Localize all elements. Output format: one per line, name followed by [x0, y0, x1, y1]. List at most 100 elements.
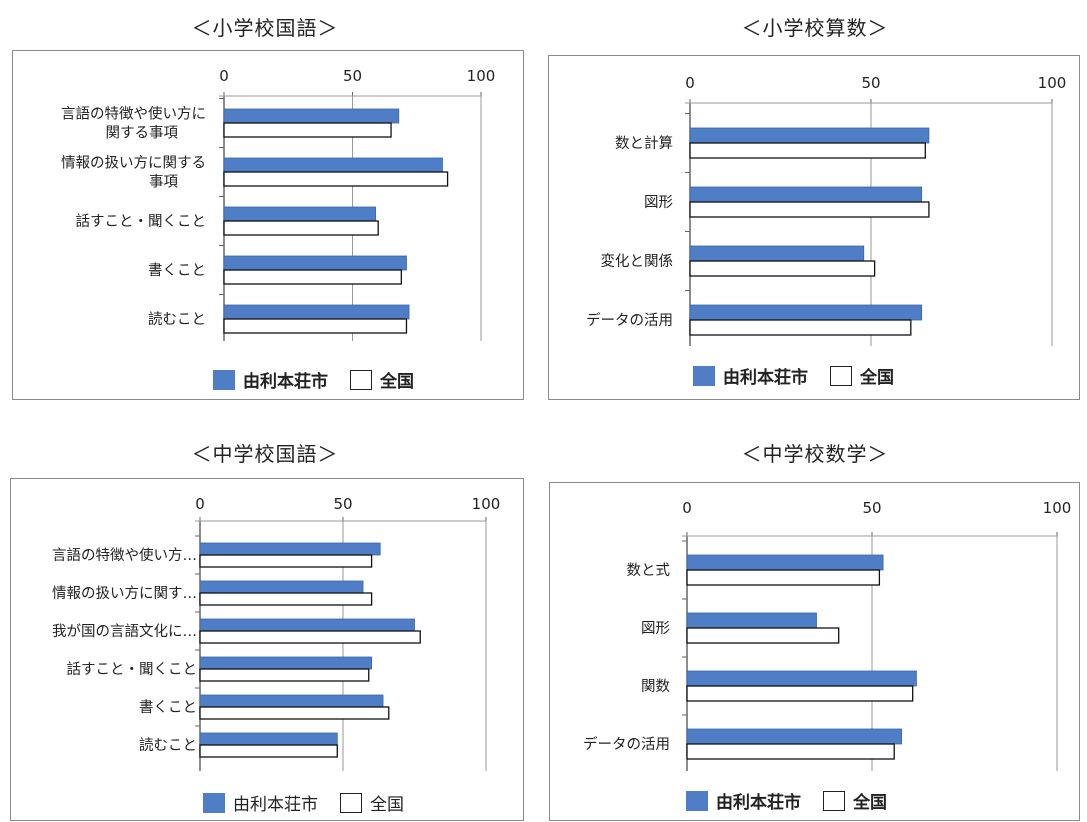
x-tick-label: 100 [472, 495, 501, 513]
x-tick-label: 100 [1038, 74, 1067, 92]
bar-national [689, 260, 876, 277]
bar-national [199, 706, 390, 720]
bar-city [686, 728, 903, 745]
category-label: 言語の特徴や使い方… [52, 547, 197, 564]
bar-city [689, 245, 865, 262]
category-label: 情報の扱い方に関する [61, 155, 206, 172]
category-label: 数と式 [627, 562, 671, 579]
legend: 由利本荘市 全国 [213, 367, 436, 392]
chart-panel-elementary-japanese: 0 50 100 言語の特徴や使い方に関する事項情報の扱い方に関する事項話すこと・聞く… [12, 50, 524, 400]
legend-swatch-national [350, 369, 372, 390]
legend-label-city: 由利本荘市 [716, 793, 801, 813]
bar-city [223, 206, 377, 222]
x-tick-label: 0 [685, 74, 695, 92]
legend-swatch-city [693, 365, 715, 386]
category-label: 話すこと・聞くこと [76, 213, 207, 230]
bar-city [689, 186, 923, 203]
bar-city [199, 542, 381, 556]
chart-panel-elementary-math: 0 50 100 数と計算 図形 変化と関係 データの活用 由利本荘市 全国 [548, 55, 1080, 400]
chart-title-junior-japanese: ＜中学校国語＞ [191, 442, 339, 466]
bar-national [223, 122, 392, 138]
bar-city [686, 670, 917, 687]
category-label: 事項 [149, 174, 178, 191]
category-label: 言語の特徴や使い方に [61, 106, 206, 123]
bar-city [199, 656, 373, 670]
bar-national [199, 668, 370, 682]
category-label: 関数 [641, 678, 670, 695]
bar-city [223, 157, 443, 173]
legend-swatch-national [830, 365, 852, 386]
bar-chart-elementary-japanese: 0 50 100 言語の特徴や使い方に関する事項情報の扱い方に関する事項話すこと・聞く… [61, 67, 496, 341]
x-tick-label: 50 [333, 495, 352, 513]
x-tick-label: 100 [467, 67, 496, 85]
bar-national [686, 743, 895, 760]
x-tick-label: 0 [682, 499, 692, 517]
legend: 由利本荘市 全国 [686, 788, 909, 813]
legend-swatch-city [203, 792, 225, 813]
x-tick-label: 0 [219, 67, 229, 85]
legend-label-national: 全国 [853, 793, 887, 813]
legend-swatch-national [823, 790, 845, 811]
bar-national [223, 171, 449, 187]
category-label: 変化と関係 [601, 253, 674, 270]
bar-national [223, 318, 408, 334]
legend-label-national: 全国 [370, 795, 404, 815]
category-label: 読むこと [139, 737, 197, 754]
category-label: 書くこと [148, 262, 206, 279]
bar-national [223, 220, 379, 236]
chart-panel-junior-math: 0 50 100 数と式図形関数データの活用 由利本荘市 全国 [549, 482, 1080, 821]
bar-city [223, 255, 407, 271]
bar-chart-junior-japanese: 0 50 100 言語の特徴や使い方… 情報の扱い方に関す… 我が国の言語文化に… 話すこと… [52, 495, 501, 771]
legend-label-city: 由利本荘市 [233, 795, 318, 815]
category-label: 書くこと [139, 699, 197, 716]
bar-national [199, 744, 338, 758]
legend-swatch-city [686, 790, 708, 811]
legend-label-city: 由利本荘市 [243, 372, 328, 392]
bar-city [199, 694, 384, 708]
legend-swatch-city [213, 369, 235, 390]
bar-city [689, 127, 930, 144]
bar-city [199, 580, 364, 594]
bar-national [686, 685, 914, 702]
bar-national [199, 554, 373, 568]
legend-swatch-national [340, 792, 362, 813]
bar-national [689, 142, 926, 159]
category-label: 図形 [641, 620, 670, 637]
legend: 由利本荘市 全国 [203, 790, 426, 815]
chart-title-elementary-math: ＜小学校算数＞ [741, 16, 889, 40]
bar-national [223, 269, 402, 285]
category-label: 話すこと・聞くこと [67, 661, 198, 678]
legend-label-national: 全国 [380, 372, 414, 392]
bar-city [686, 612, 817, 629]
category-label: 数と計算 [615, 135, 673, 152]
x-tick-label: 50 [862, 499, 881, 517]
bar-city [223, 108, 400, 124]
category-label: 我が国の言語文化に… [52, 623, 197, 640]
legend-label-national: 全国 [860, 368, 894, 388]
legend: 由利本荘市 全国 [693, 363, 916, 388]
x-tick-label: 0 [195, 495, 205, 513]
bar-national [199, 592, 373, 606]
chart-panel-junior-japanese: 0 50 100 言語の特徴や使い方… 情報の扱い方に関す… 我が国の言語文化に… 話すこと… [10, 478, 524, 821]
bar-city [199, 732, 338, 746]
bar-city [689, 304, 923, 321]
category-label: データの活用 [583, 735, 670, 753]
legend-label-city: 由利本荘市 [723, 368, 808, 388]
category-label: 読むこと [148, 311, 206, 328]
chart-title-junior-math: ＜中学校数学＞ [741, 442, 889, 466]
bar-national [686, 569, 881, 586]
category-label: 情報の扱い方に関す… [52, 585, 197, 602]
bar-national [689, 319, 912, 336]
x-tick-label: 50 [861, 74, 880, 92]
bar-city [199, 618, 415, 632]
bar-city [223, 304, 410, 320]
bar-national [686, 627, 840, 644]
category-label: データの活用 [586, 311, 673, 329]
category-label: 関する事項 [106, 125, 179, 142]
chart-title-elementary-japanese: ＜小学校国語＞ [191, 16, 339, 40]
x-tick-label: 100 [1043, 499, 1072, 517]
bar-national [689, 201, 930, 218]
x-tick-label: 50 [343, 67, 362, 85]
